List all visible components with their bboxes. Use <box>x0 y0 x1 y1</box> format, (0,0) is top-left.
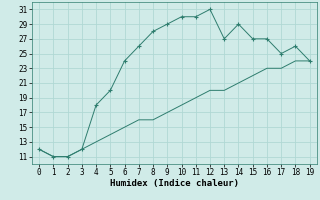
X-axis label: Humidex (Indice chaleur): Humidex (Indice chaleur) <box>110 179 239 188</box>
